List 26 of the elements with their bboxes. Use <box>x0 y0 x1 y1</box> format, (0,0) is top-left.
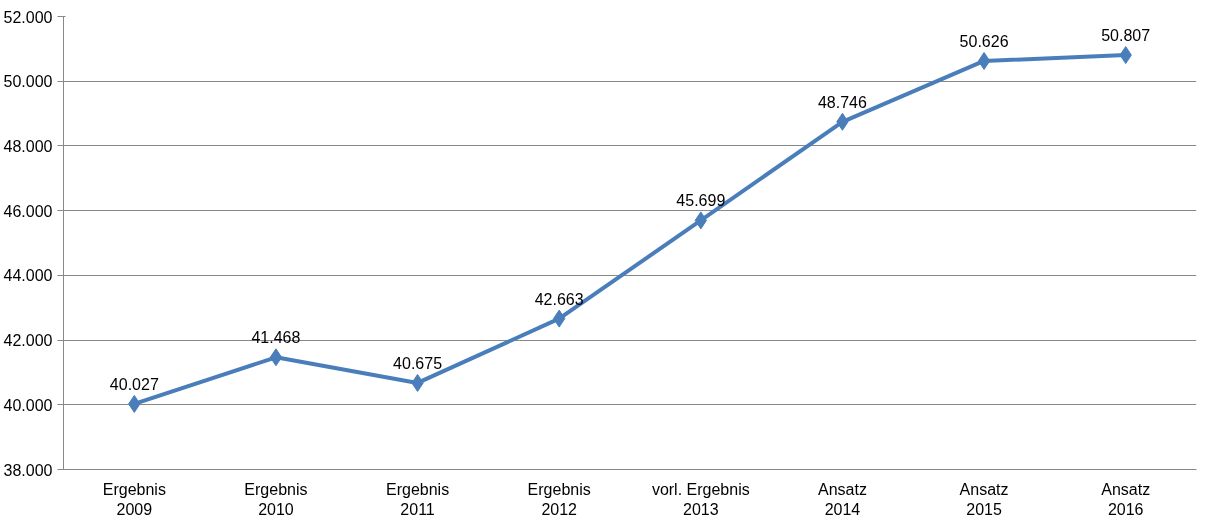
data-label: 50.626 <box>959 32 1009 50</box>
data-label: 40.027 <box>109 375 159 393</box>
y-tick-label: 38.000 <box>3 461 53 479</box>
y-tick-label: 40.000 <box>3 396 53 414</box>
x-tick-label: Ergebnis 2009 <box>102 480 166 518</box>
x-tick-label: vorl. Ergebnis 2013 <box>651 480 750 518</box>
y-tick-label: 42.000 <box>3 332 53 350</box>
y-tick-label: 50.000 <box>3 73 53 91</box>
point <box>977 51 991 70</box>
x-tick-label: Ergebnis 2012 <box>527 480 591 518</box>
x-tick-label: Ansatz 2016 <box>1101 480 1151 518</box>
data-label: 50.807 <box>1101 27 1151 45</box>
data-label: 45.699 <box>676 192 726 210</box>
data-label: 48.746 <box>817 93 868 111</box>
x-tick-label: Ergebnis 2011 <box>385 480 450 518</box>
data-label: 42.663 <box>534 290 584 308</box>
x-tick-label: Ansatz 2015 <box>959 480 1009 518</box>
y-tick-label: 52.000 <box>3 8 53 26</box>
y-tick-label: 48.000 <box>3 137 53 155</box>
data-label: 40.675 <box>393 354 443 372</box>
y-tick-label: 44.000 <box>3 267 53 285</box>
y-tick-label: 46.000 <box>3 202 53 220</box>
data-label: 41.468 <box>251 329 301 347</box>
point <box>269 348 283 367</box>
x-tick-label: Ergebnis 2010 <box>244 480 308 518</box>
x-tick-label: Ansatz 2014 <box>817 480 867 518</box>
